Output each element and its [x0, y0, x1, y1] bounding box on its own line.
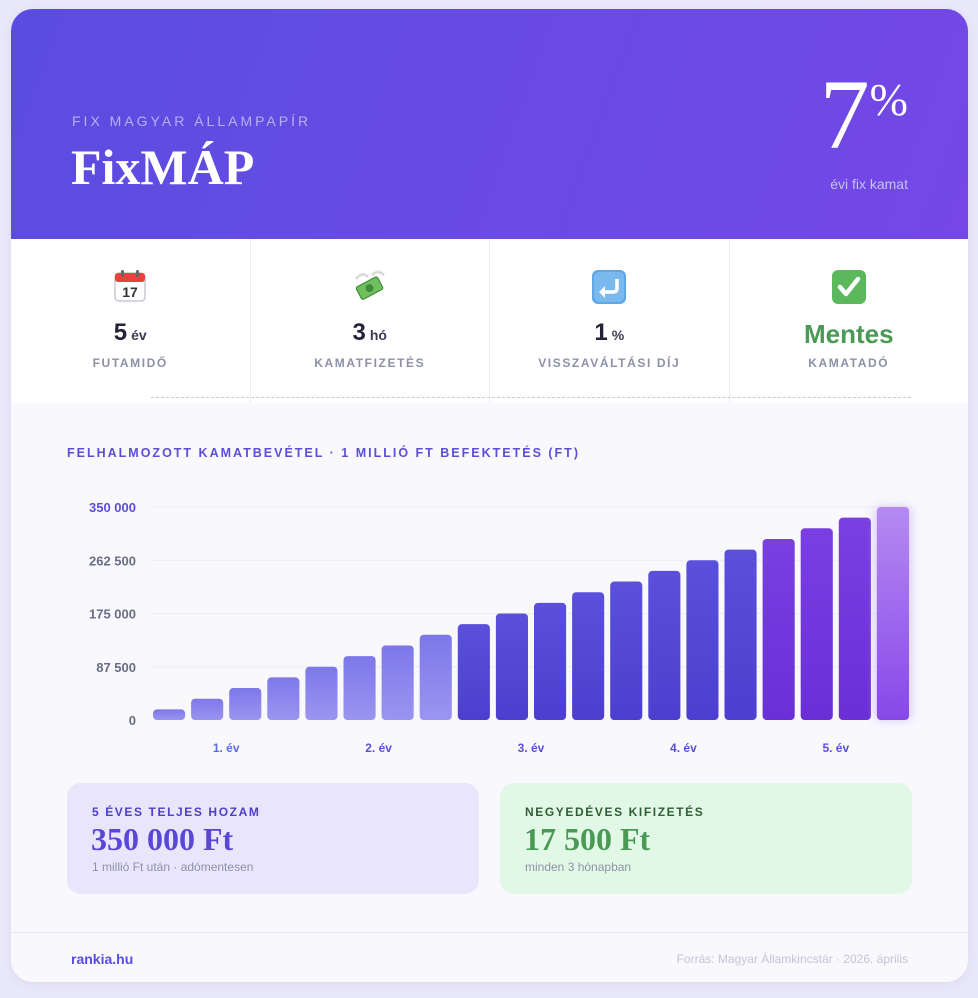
quarterly-payment-note: minden 3 hónapban — [525, 860, 632, 874]
y-tick-label: 0 — [129, 713, 136, 728]
source-note: Forrás: Magyar Államkincstár · 2026. ápr… — [676, 952, 908, 966]
card: FIX MAGYAR ÁLLAMPAPÍR FixMÁP 7% évi fix … — [11, 9, 968, 982]
stats-row: 17 5 év FUTAMIDŐ — [11, 239, 968, 403]
eyebrow: FIX MAGYAR ÁLLAMPAPÍR — [72, 113, 312, 129]
stat-unit: % — [611, 327, 625, 343]
x-tick-label: 4. év — [670, 741, 697, 755]
bar — [305, 666, 338, 720]
rate-unit: % — [869, 74, 908, 125]
bar — [610, 581, 643, 720]
x-tick-label: 1. év — [213, 741, 240, 755]
y-tick-label: 175 000 — [89, 607, 136, 622]
stat-label: FUTAMIDŐ — [92, 356, 168, 370]
stat-interest-payment: 3 hó KAMATFIZETÉS — [251, 239, 490, 403]
bar — [495, 613, 528, 720]
stat-label: KAMATFIZETÉS — [314, 356, 426, 370]
svg-text:17: 17 — [122, 284, 138, 300]
bar — [191, 698, 224, 720]
bar — [838, 517, 871, 720]
bar — [267, 677, 300, 720]
rate-caption: évi fix kamat — [830, 176, 908, 192]
hero-header: FIX MAGYAR ÁLLAMPAPÍR FixMÁP 7% évi fix … — [11, 9, 968, 239]
bar — [800, 528, 833, 720]
rate-value: 7 — [819, 59, 870, 170]
bar — [153, 709, 186, 720]
bar — [381, 645, 414, 720]
accumulated-interest-chart: 0 87 500 175 000 262 500 350 000 1. év 2. év 3.… — [89, 500, 912, 755]
bar — [419, 634, 452, 720]
bar — [686, 560, 719, 720]
total-yield-note: 1 millió Ft után · adómentesen — [92, 860, 254, 874]
stat-value: Mentes — [803, 319, 894, 349]
stat-unit: hó — [369, 327, 387, 343]
calendar-icon: 17 — [11, 269, 250, 309]
y-tick-label: 87 500 — [96, 660, 136, 675]
stat-label: KAMATADÓ — [808, 356, 890, 370]
stat-value: 3 hó — [251, 319, 490, 347]
y-tick-label: 350 000 — [89, 500, 136, 515]
bar — [572, 592, 605, 720]
stat-number: 1 — [594, 319, 608, 346]
bar — [229, 688, 262, 720]
total-yield-label: 5 ÉVES TELJES HOZAM — [92, 805, 261, 819]
footer: rankia.hu Forrás: Magyar Államkincstár ·… — [11, 932, 968, 982]
bar — [648, 570, 681, 720]
stat-unit: év — [131, 327, 147, 343]
total-yield-box: 5 ÉVES TELJES HOZAM 350 000 Ft 1 millió … — [67, 783, 479, 894]
quarterly-payment-label: NEGYEDÉVES KIFIZETÉS — [525, 805, 705, 819]
stat-number: 3 — [352, 319, 366, 346]
quarterly-payment-value: 17 500 Ft — [524, 821, 651, 857]
return-arrow-icon — [490, 269, 729, 309]
bar — [876, 507, 909, 720]
stat-term: 17 5 év FUTAMIDŐ — [11, 239, 251, 403]
page-title: FixMÁP — [71, 139, 255, 195]
y-tick-label: 262 500 — [89, 553, 136, 568]
total-yield-value: 350 000 Ft — [91, 821, 234, 857]
quarterly-payment-box: NEGYEDÉVES KIFIZETÉS 17 500 Ft minden 3 … — [500, 783, 912, 894]
x-tick-label: 3. év — [518, 741, 545, 755]
stat-tax: Mentes KAMATADÓ — [730, 239, 969, 403]
check-mark-icon — [730, 269, 969, 309]
stat-value: 1% — [490, 319, 729, 347]
bar — [343, 656, 376, 720]
stat-redemption-fee: 1% VISSZAVÁLTÁSI DÍJ — [490, 239, 730, 403]
stat-value: 5 év — [11, 319, 250, 347]
bar — [724, 549, 757, 720]
x-tick-label: 2. év — [365, 741, 392, 755]
bar — [457, 624, 490, 720]
bar — [762, 538, 795, 720]
divider — [151, 397, 911, 398]
x-tick-label: 5. év — [822, 741, 849, 755]
chart-title: FELHALMOZOTT KAMATBEVÉTEL · 1 MILLIÓ FT … — [67, 446, 580, 460]
brand-link[interactable]: rankia.hu — [71, 951, 134, 967]
bar — [534, 602, 567, 720]
stat-label: VISSZAVÁLTÁSI DÍJ — [538, 356, 681, 370]
stat-number: 5 — [113, 319, 128, 346]
money-with-wings-icon — [251, 269, 490, 309]
rate-display: 7% — [820, 65, 908, 165]
